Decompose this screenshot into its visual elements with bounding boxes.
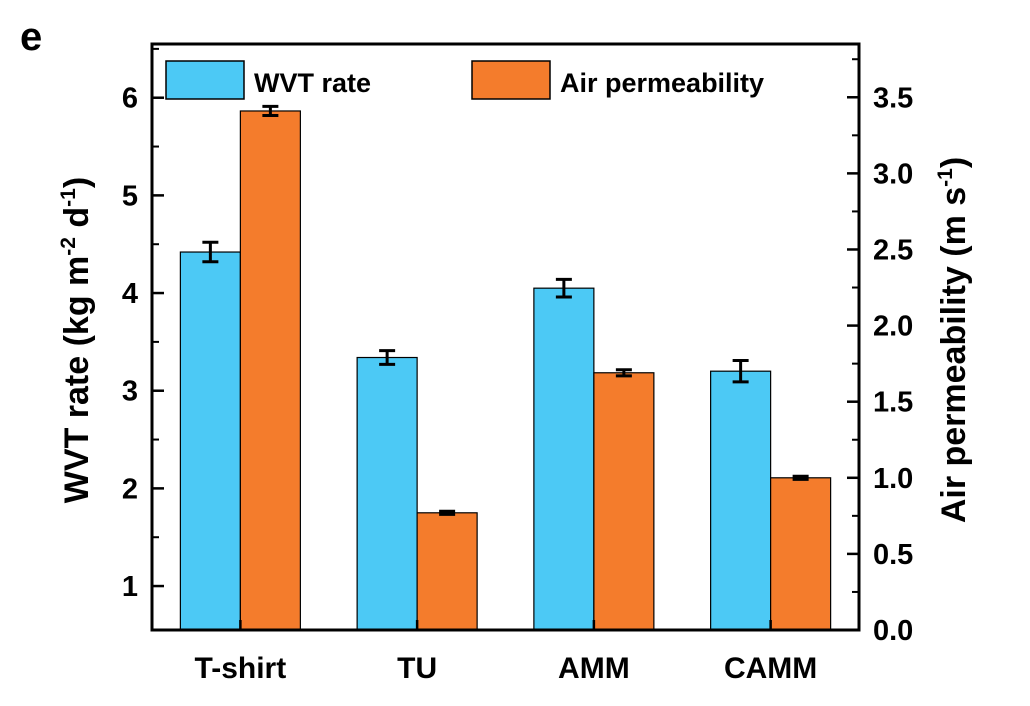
right-tick-label: 1.5 xyxy=(873,387,913,419)
bar-air-t-shirt xyxy=(239,110,301,631)
right-tick-label: 2.0 xyxy=(873,311,913,343)
bar-air-amm xyxy=(593,372,655,631)
right-tick-label: 0.0 xyxy=(873,615,913,647)
error-bar-wvt-camm xyxy=(732,358,749,384)
bar-wvt-camm xyxy=(710,370,772,631)
y-axis-title-right: Air permeability (m s-1) xyxy=(934,157,973,523)
left-axis: 1 2 3 4 5 6 xyxy=(122,47,164,603)
bar-wvt-tu xyxy=(356,356,418,631)
category-label-amm: AMM xyxy=(558,652,630,685)
bar-wvt-amm xyxy=(533,287,595,631)
right-axis: 0.0 0.5 1.0 1.5 2.0 2.5 3.0 3.5 xyxy=(847,58,913,647)
right-tick-label: 1.0 xyxy=(873,463,913,495)
left-tick-label: 2 xyxy=(122,473,138,505)
left-tick-label: 5 xyxy=(122,180,138,212)
left-tick-label: 6 xyxy=(122,83,138,115)
right-tick-label: 3.0 xyxy=(873,158,913,190)
left-tick-label: 3 xyxy=(122,376,138,408)
legend: WVT rate Air permeability xyxy=(165,60,764,100)
right-tick-label: 2.5 xyxy=(873,234,913,266)
bar-air-camm xyxy=(770,477,832,631)
category-label-t-shirt: T-shirt xyxy=(195,652,287,685)
error-bar-wvt-amm xyxy=(555,277,572,299)
error-bar-wvt-t-shirt xyxy=(202,240,219,264)
legend-label-wvt: WVT rate xyxy=(254,68,371,98)
y-axis-title-left: WVT rate (kg m-2 d-1) xyxy=(57,177,96,503)
right-tick-label: 3.5 xyxy=(873,82,913,114)
category-label-tu: TU xyxy=(397,652,437,685)
panel-label: e xyxy=(20,15,42,59)
error-bar-wvt-tu xyxy=(379,349,396,366)
legend-swatch-wvt xyxy=(165,60,245,100)
bar-wvt-t-shirt xyxy=(179,251,241,631)
error-bar-air-camm xyxy=(792,474,809,481)
legend-label-air: Air permeability xyxy=(560,68,764,98)
bar-air-tu xyxy=(416,512,478,631)
legend-swatch-air xyxy=(471,60,551,100)
error-bars xyxy=(202,104,809,516)
error-bar-air-tu xyxy=(439,509,456,516)
error-bar-air-t-shirt xyxy=(262,104,279,118)
error-bar-air-amm xyxy=(615,368,632,378)
bars xyxy=(179,110,832,631)
left-tick-label: 4 xyxy=(122,278,138,310)
category-label-camm: CAMM xyxy=(724,652,817,685)
left-tick-label: 1 xyxy=(122,571,138,603)
right-tick-label: 0.5 xyxy=(873,539,913,571)
plot-frame xyxy=(150,42,861,632)
category-axis: T-shirt TU AMM CAMM xyxy=(195,620,817,685)
